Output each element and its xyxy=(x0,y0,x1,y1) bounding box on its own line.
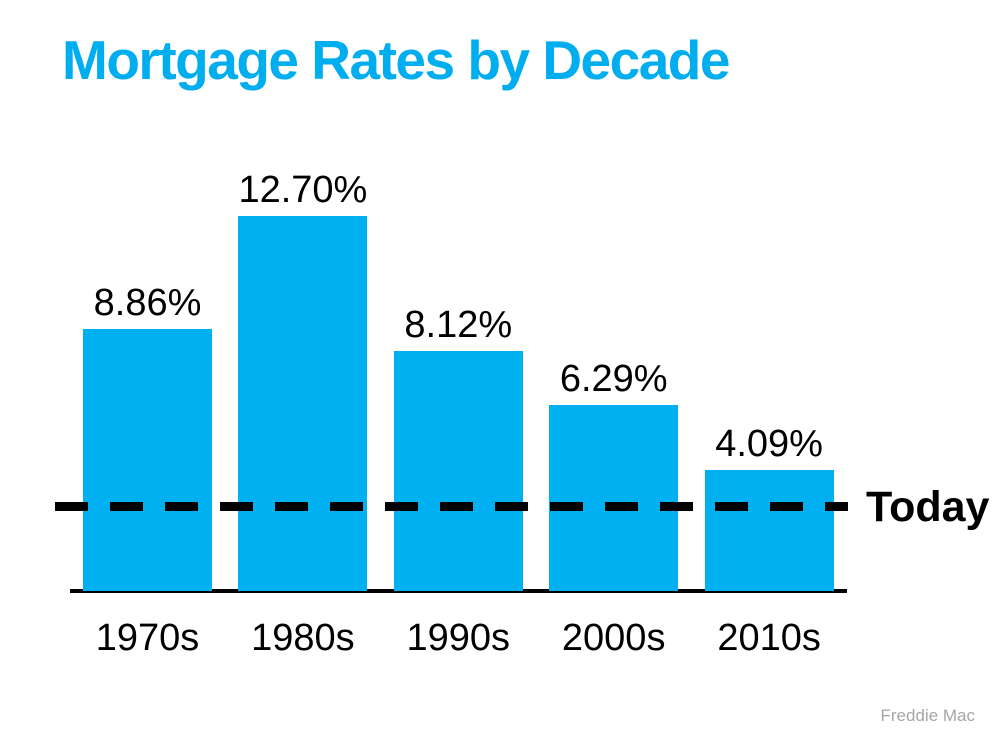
bar-value-label: 12.70% xyxy=(238,169,368,211)
bar-value-label: 8.86% xyxy=(93,282,202,324)
category-label: 1990s xyxy=(406,617,511,659)
bar xyxy=(704,470,834,591)
category-label: 2010s xyxy=(717,617,821,659)
category-label: 1970s xyxy=(95,617,200,659)
x-axis-line xyxy=(70,589,847,593)
bar-value-label: 6.29% xyxy=(559,358,668,400)
source-label: Freddie Mac xyxy=(880,706,975,725)
chart-title: Mortgage Rates by Decade xyxy=(62,29,731,91)
today-label: Today xyxy=(866,482,990,531)
bar-value-label: 8.12% xyxy=(404,304,513,346)
bar xyxy=(549,405,679,591)
today-reference-line xyxy=(55,502,848,512)
bar xyxy=(238,216,368,591)
category-label: 1980s xyxy=(251,617,355,659)
bar-value-label: 4.09% xyxy=(715,423,823,465)
category-label: 2000s xyxy=(561,617,666,659)
bar xyxy=(83,329,212,591)
bar xyxy=(393,351,523,591)
